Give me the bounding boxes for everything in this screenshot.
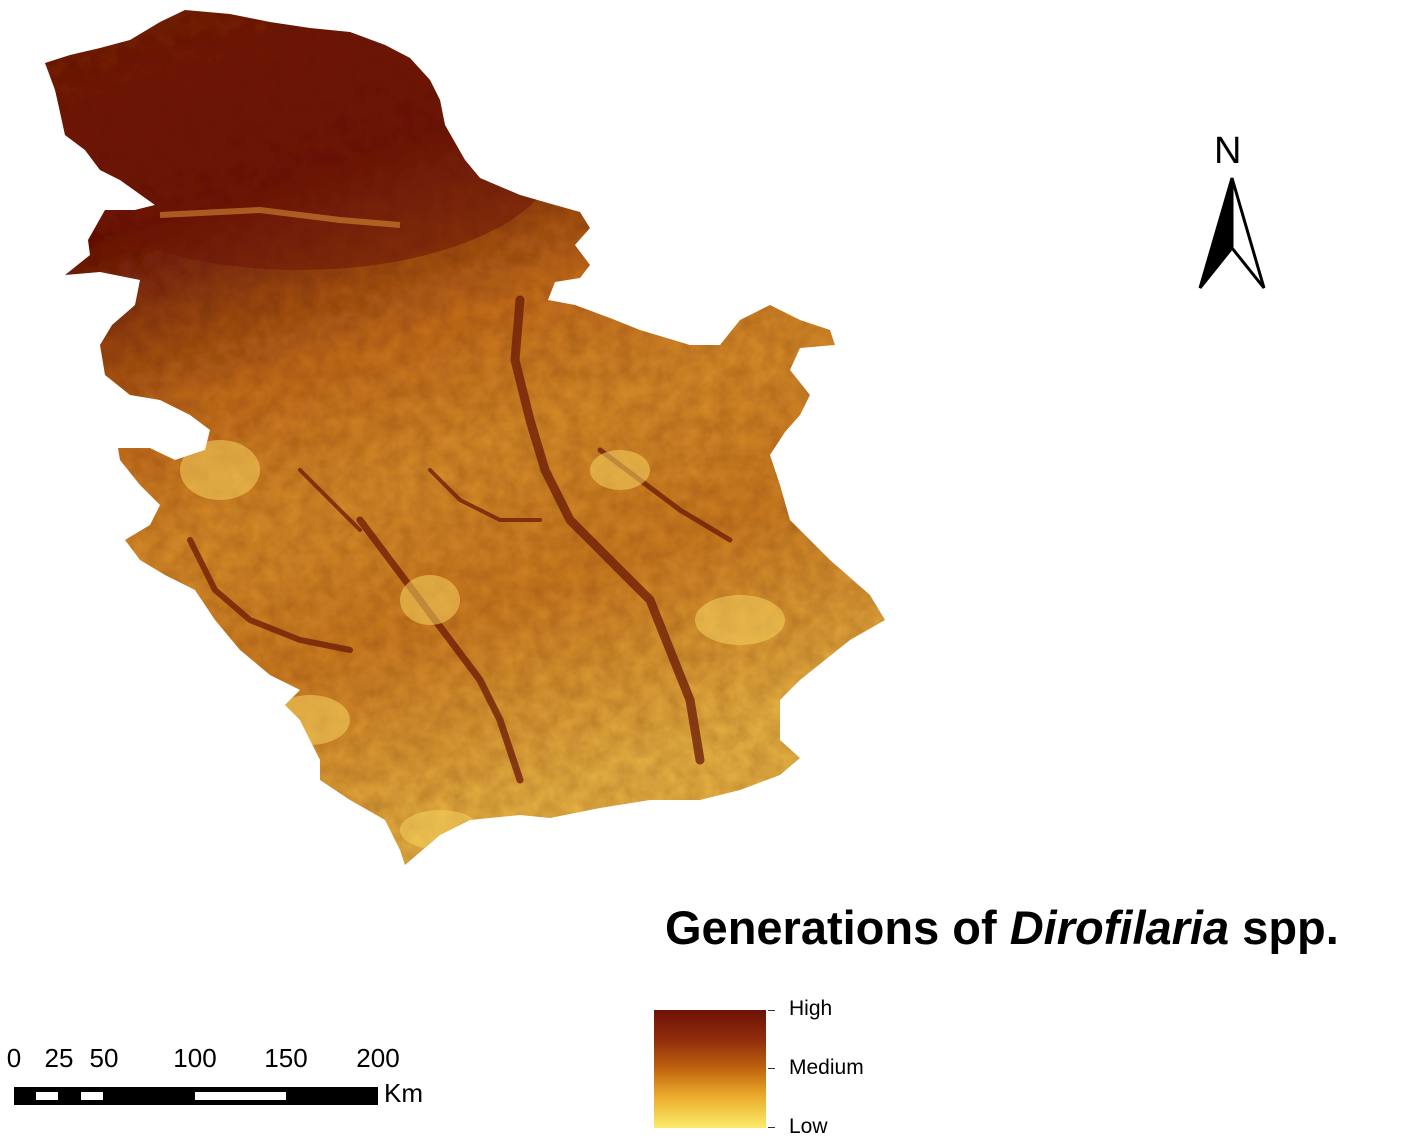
scale-bar: 0 25 50 100 150 200 Km	[0, 1045, 440, 1115]
scale-tick-label: 25	[44, 1043, 74, 1073]
north-label: N	[1214, 130, 1242, 172]
scale-tick-label: 200	[356, 1043, 400, 1073]
legend-title: Generations of Dirofilaria spp.	[665, 900, 1339, 956]
scale-tick-label: 150	[264, 1043, 308, 1073]
serbia-suitability-raster	[45, 10, 885, 865]
map-canvas	[0, 0, 900, 880]
legend-tick-medium	[768, 1068, 775, 1069]
legend-label-low: Low	[789, 1115, 828, 1138]
north-arrow-icon	[1190, 130, 1280, 300]
scale-tick-label: 0	[6, 1043, 22, 1073]
legend-label-high: High	[789, 997, 833, 1020]
legend-color-ramp	[654, 1010, 766, 1128]
scale-tick-label: 100	[173, 1043, 217, 1073]
legend-tick-high	[768, 1010, 775, 1011]
legend-tick-low	[768, 1127, 775, 1128]
legend-label-medium: Medium	[789, 1056, 864, 1079]
legend-title-suffix: spp.	[1229, 901, 1339, 954]
scale-unit-label: Km	[384, 1078, 423, 1108]
legend-title-italic: Dirofilaria	[1009, 901, 1230, 954]
scale-tick-label: 50	[89, 1043, 119, 1073]
scale-bar-track	[14, 1087, 378, 1105]
legend-title-plain: Generations of	[665, 901, 1010, 954]
